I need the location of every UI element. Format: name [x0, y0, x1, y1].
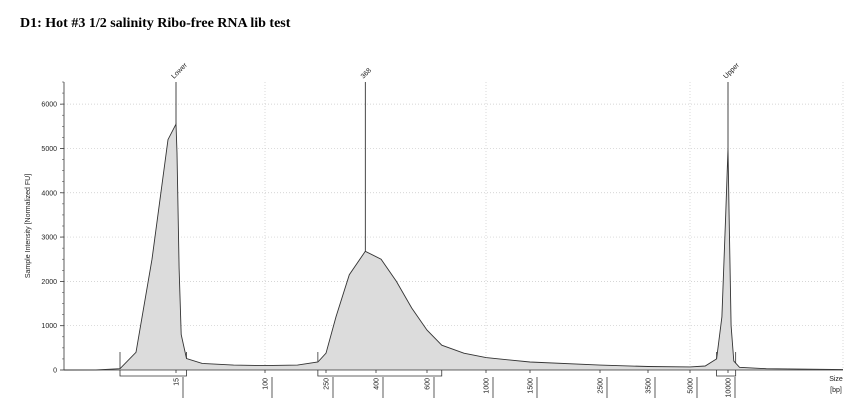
x-tick-label: 15: [174, 378, 181, 386]
axes: 0 1000 2000 3000 4000 5000 6000 15 100 250 400 600 1…: [41, 81, 843, 398]
x-axis-label: Size: [829, 376, 843, 383]
x-axis-unit: [bp]: [830, 387, 842, 394]
y-tick-label: 0: [53, 368, 57, 375]
x-tick-label: 5000: [688, 378, 695, 394]
x-tick-label: 1500: [528, 378, 535, 394]
x-tick-label: 3500: [646, 378, 653, 394]
y-tick-label: 6000: [41, 102, 57, 109]
trace: [63, 122, 844, 371]
chart-title: D1: Hot #3 1/2 salinity Ribo-free RNA li…: [20, 16, 291, 31]
y-tick-label: 2000: [41, 279, 57, 286]
y-tick-label: 1000: [41, 323, 57, 330]
x-tick-label: 250: [324, 378, 331, 390]
x-tick-label: 1000: [484, 378, 491, 394]
y-axis-label: Sample Intensity [Normalized FU]: [25, 174, 32, 278]
y-tick-label: 5000: [41, 146, 57, 153]
x-tick-label: 600: [425, 378, 432, 390]
y-tick-label: 4000: [41, 190, 57, 197]
peak-label: Upper: [722, 62, 741, 81]
grid: [64, 82, 844, 370]
trace-fill: [64, 124, 843, 370]
trace-line: [63, 122, 844, 371]
peak-label: 368: [360, 67, 373, 80]
x-tick-label: 10000: [726, 378, 733, 398]
peak-label: Lower: [170, 62, 189, 81]
x-tick-label: 400: [374, 378, 381, 390]
peak-markers: Lower 368 Upper: [170, 62, 741, 252]
x-tick-label: 100: [263, 378, 270, 390]
y-tick-label: 3000: [41, 235, 57, 242]
x-tick-label: 2500: [598, 378, 605, 394]
